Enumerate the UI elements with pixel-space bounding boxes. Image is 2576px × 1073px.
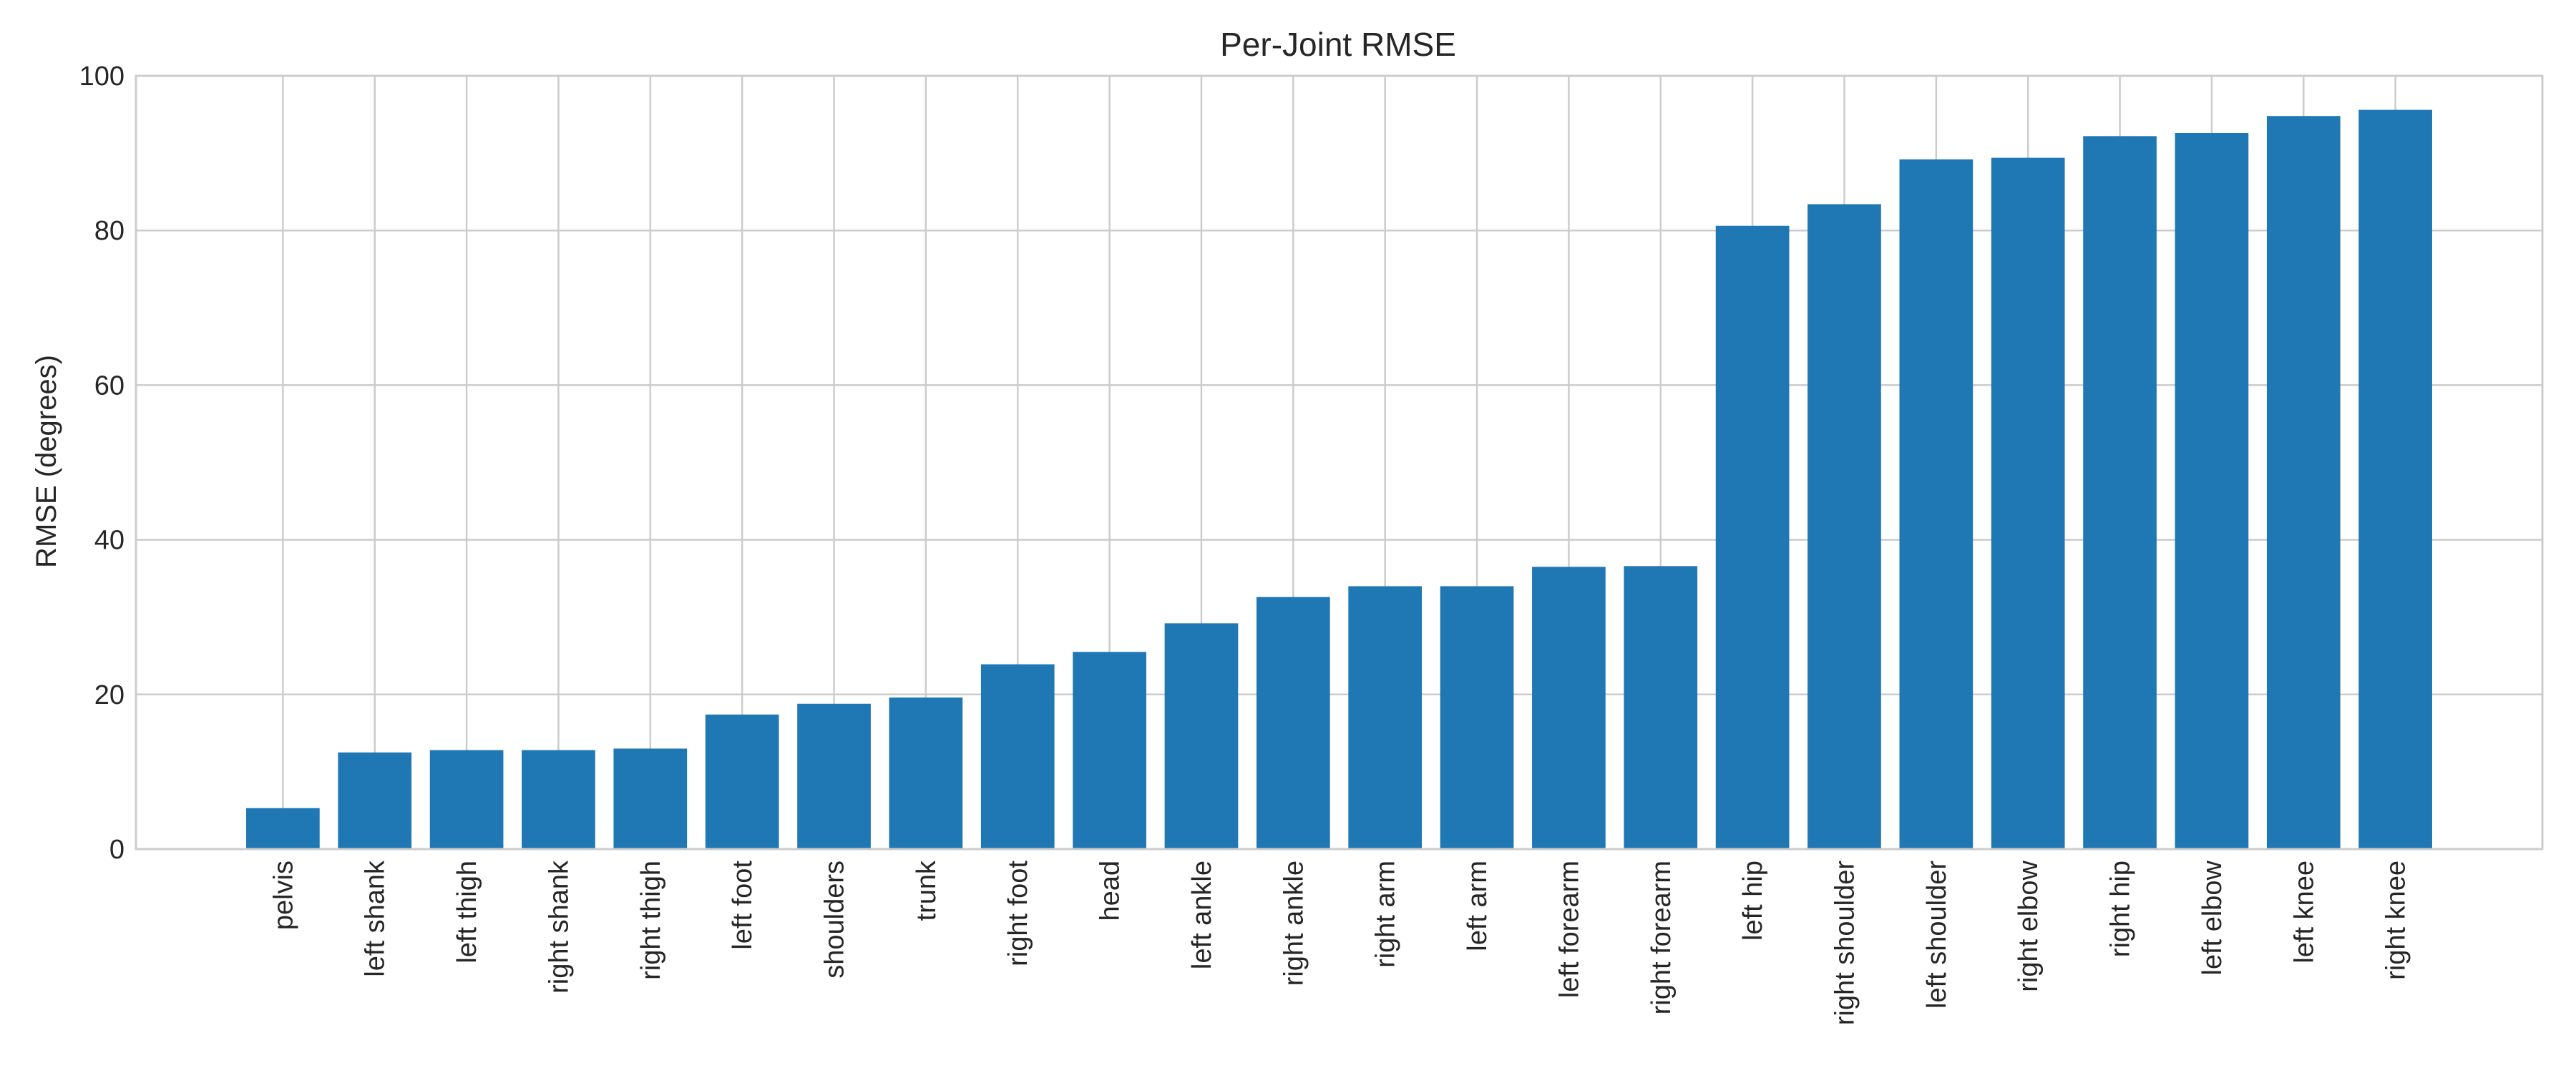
bar bbox=[1164, 623, 1239, 849]
x-tick-label: left shank bbox=[361, 860, 391, 977]
bar bbox=[889, 697, 963, 849]
x-tick-label: right elbow bbox=[2014, 860, 2044, 991]
x-tick-label: trunk bbox=[912, 860, 942, 921]
x-tick-label: right shank bbox=[544, 860, 574, 994]
x-axis-ticks: pelvis left shank left thigh right shank rig… bbox=[268, 860, 2411, 1025]
x-tick-label: left arm bbox=[1463, 861, 1493, 951]
bar bbox=[2358, 109, 2432, 850]
chart-title: Per-Joint RMSE bbox=[1220, 26, 1456, 63]
y-axis-ticks: 0 20 40 60 80 100 bbox=[79, 62, 125, 865]
bar bbox=[1532, 567, 1606, 849]
x-tick-label: right knee bbox=[2381, 861, 2411, 980]
x-tick-label: left thigh bbox=[452, 861, 482, 964]
bar bbox=[2175, 132, 2249, 849]
y-tick-label: 100 bbox=[79, 62, 125, 92]
x-tick-label: right hip bbox=[2106, 861, 2136, 957]
y-tick-label: 0 bbox=[109, 835, 125, 865]
bar bbox=[1348, 586, 1423, 849]
y-axis-label: RMSE (degrees) bbox=[31, 355, 62, 568]
bar bbox=[1073, 652, 1146, 849]
x-tick-label: left shoulder bbox=[1922, 861, 1952, 1009]
x-tick-label: right arm bbox=[1371, 861, 1401, 968]
y-tick-label: 60 bbox=[94, 371, 125, 401]
bar bbox=[2083, 136, 2157, 849]
bar bbox=[1715, 225, 1790, 849]
x-tick-label: head bbox=[1096, 861, 1126, 921]
bar bbox=[1991, 157, 2065, 849]
bar bbox=[705, 714, 779, 849]
x-tick-label: pelvis bbox=[268, 861, 298, 930]
bar bbox=[246, 808, 320, 849]
x-tick-label: left foot bbox=[728, 861, 758, 950]
plot-frame bbox=[135, 74, 2544, 851]
x-tick-label: right ankle bbox=[1279, 861, 1309, 986]
x-tick-label: left ankle bbox=[1187, 861, 1217, 969]
y-tick-label: 80 bbox=[94, 216, 125, 246]
bar bbox=[2266, 116, 2341, 849]
y-tick-label: 20 bbox=[94, 680, 125, 710]
x-tick-label: shoulders bbox=[820, 861, 850, 979]
bar bbox=[429, 750, 504, 849]
bar bbox=[338, 752, 412, 849]
bar bbox=[1807, 204, 1881, 849]
y-tick-label: 40 bbox=[94, 526, 125, 556]
x-tick-label: right foot bbox=[1003, 861, 1033, 966]
bar bbox=[1624, 566, 1698, 849]
x-tick-label: left hip bbox=[1738, 861, 1768, 941]
x-tick-label: left elbow bbox=[2197, 860, 2228, 975]
bar bbox=[797, 703, 871, 849]
x-tick-label: right forearm bbox=[1646, 861, 1677, 1014]
bar bbox=[980, 664, 1055, 849]
bar bbox=[1440, 586, 1514, 849]
bar bbox=[613, 748, 688, 849]
bar bbox=[1899, 159, 1974, 850]
x-tick-label: left knee bbox=[2289, 861, 2319, 964]
x-tick-label: left forearm bbox=[1554, 861, 1584, 998]
bars bbox=[246, 109, 2432, 850]
x-tick-label: right shoulder bbox=[1830, 861, 1860, 1026]
x-tick-label: right thigh bbox=[636, 861, 666, 980]
bar bbox=[522, 750, 595, 849]
bar bbox=[1256, 597, 1330, 849]
